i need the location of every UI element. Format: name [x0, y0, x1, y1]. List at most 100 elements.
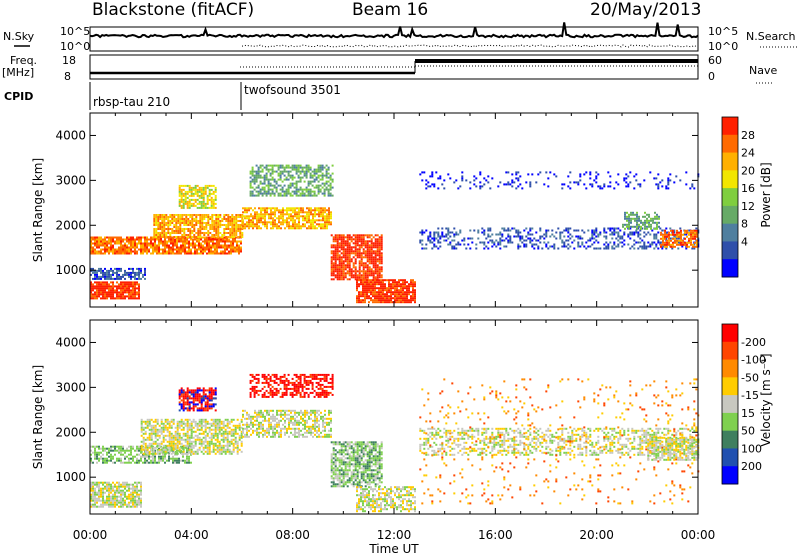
- power-cell: [96, 285, 98, 288]
- power-cell: [255, 164, 258, 167]
- power-cell: [295, 182, 298, 185]
- power-cell: [334, 260, 337, 263]
- power-cell: [170, 248, 172, 251]
- velocity-cell: [108, 447, 110, 450]
- power-cell: [394, 301, 396, 304]
- power-cell: [184, 242, 186, 245]
- power-cell: [380, 238, 383, 241]
- power-cell: [398, 295, 400, 298]
- power-cell: [280, 217, 282, 220]
- power-cell: [366, 254, 369, 257]
- power-cell: [352, 266, 355, 269]
- power-cell: [190, 202, 193, 205]
- power-cell: [613, 243, 616, 246]
- velocity-cell: [120, 491, 122, 494]
- power-cell: [282, 213, 284, 216]
- power-cell: [523, 243, 526, 246]
- power-cell: [378, 293, 380, 296]
- power-cell: [122, 287, 124, 290]
- power-cell: [255, 170, 258, 173]
- power-cell: [163, 232, 166, 234]
- power-cell: [439, 245, 442, 248]
- power-cell: [295, 166, 298, 169]
- power-cell: [186, 236, 188, 239]
- power-cell: [652, 217, 654, 220]
- power-cell: [565, 239, 568, 242]
- power-cell: [104, 287, 106, 290]
- power-cell: [280, 209, 282, 212]
- power-cell: [609, 227, 612, 230]
- power-cell: [591, 231, 594, 234]
- power-cell: [100, 267, 102, 270]
- power-cell: [497, 185, 500, 188]
- velocity-cell: [122, 453, 124, 456]
- power-cell: [312, 213, 314, 216]
- power-cell: [342, 242, 345, 245]
- power-cell: [254, 213, 256, 216]
- power-cell: [314, 215, 316, 218]
- power-cell: [653, 233, 656, 236]
- power-cell: [202, 192, 205, 195]
- velocity-cell: [150, 442, 153, 445]
- power-cell: [289, 192, 292, 195]
- power-cell: [305, 194, 308, 197]
- power-cell: [154, 250, 156, 253]
- power-cell: [398, 301, 400, 304]
- power-cell: [228, 252, 230, 255]
- power-cell: [132, 267, 134, 270]
- velocity-cell: [182, 444, 185, 447]
- power-cell: [312, 227, 314, 230]
- velocity-cell: [120, 453, 122, 456]
- velocity-cell: [188, 440, 191, 443]
- power-cell: [293, 192, 296, 195]
- power-cell: [264, 217, 266, 220]
- power-cell: [155, 224, 158, 226]
- power-cell: [279, 188, 282, 191]
- velocity-cell: [176, 420, 179, 423]
- power-cell: [94, 285, 96, 288]
- power-cell: [356, 238, 359, 241]
- power-cell: [329, 174, 332, 177]
- power-cell: [285, 166, 288, 169]
- power-cell: [128, 238, 130, 241]
- power-cell: [196, 248, 198, 251]
- power-cell: [285, 194, 288, 197]
- power-cell: [296, 223, 298, 226]
- velocity-cell: [98, 499, 100, 502]
- power-cell: [368, 236, 371, 239]
- power-cell: [227, 236, 230, 238]
- power-cell: [231, 236, 234, 238]
- power-cell: [360, 246, 363, 249]
- power-cell: [406, 287, 408, 290]
- velocity-cell: [114, 497, 116, 500]
- power-cell: [198, 244, 200, 247]
- velocity-cell: [140, 446, 143, 449]
- power-cell: [118, 246, 120, 249]
- velocity-cell: [168, 426, 171, 429]
- power-cell: [204, 190, 207, 193]
- power-cell: [192, 202, 195, 205]
- power-cell: [378, 252, 381, 255]
- power-cell: [110, 242, 112, 245]
- velocity-cell: [130, 453, 132, 456]
- power-cell: [120, 285, 122, 288]
- power-cell: [181, 214, 184, 216]
- power-cell: [354, 278, 357, 281]
- power-cell: [348, 244, 351, 247]
- power-cell: [380, 279, 382, 282]
- power-cell: [267, 180, 270, 183]
- power-cell: [260, 209, 262, 212]
- power-cell: [200, 242, 202, 245]
- power-cell: [629, 237, 632, 240]
- velocity-cell: [188, 446, 191, 449]
- power-cell: [311, 176, 314, 179]
- power-cell: [126, 295, 128, 298]
- velocity-cell: [102, 445, 104, 448]
- power-cell: [120, 267, 122, 270]
- power-cell: [239, 232, 242, 234]
- power-cell: [122, 297, 124, 300]
- power-cell: [130, 293, 132, 296]
- power-cell: [218, 242, 220, 245]
- power-cell: [636, 217, 638, 220]
- power-cell: [573, 229, 576, 232]
